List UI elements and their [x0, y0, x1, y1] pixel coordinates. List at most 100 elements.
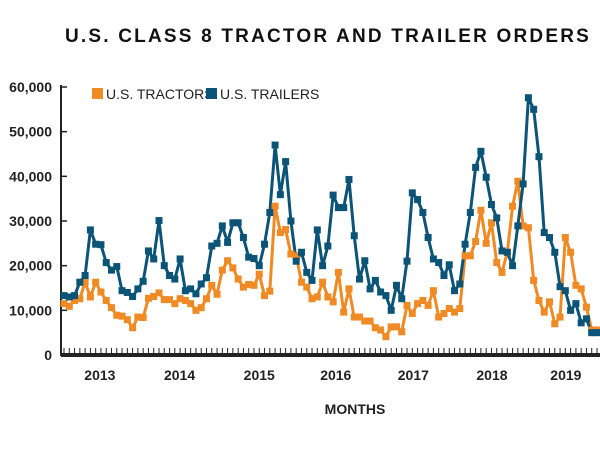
data-point-trailers — [440, 271, 448, 279]
data-point-trailers — [71, 292, 79, 300]
data-point-tractors — [266, 287, 274, 295]
data-point-trailers — [324, 242, 332, 250]
data-point-tractors — [546, 298, 554, 306]
data-point-tractors — [329, 298, 337, 306]
data-point-tractors — [60, 300, 68, 308]
data-point-tractors — [366, 317, 374, 325]
data-point-trailers — [387, 306, 395, 314]
data-point-tractors — [535, 297, 543, 305]
data-point-trailers — [234, 219, 242, 227]
data-point-tractors — [398, 328, 406, 336]
data-point-tractors — [466, 252, 474, 260]
y-tick-label: 40,000 — [9, 168, 52, 184]
data-point-trailers — [456, 280, 464, 288]
data-point-tractors — [572, 281, 580, 289]
data-point-tractors — [160, 296, 168, 304]
data-point-tractors — [582, 303, 590, 311]
data-point-tractors — [356, 313, 364, 321]
data-point-tractors — [451, 308, 459, 316]
data-point-trailers — [250, 255, 258, 263]
data-point-trailers — [202, 274, 210, 282]
data-point-trailers — [350, 232, 358, 240]
data-point-trailers — [139, 277, 147, 285]
data-point-trailers — [487, 200, 495, 208]
y-tick-label: 30,000 — [9, 213, 52, 229]
data-point-trailers — [192, 290, 200, 298]
data-point-trailers — [113, 263, 121, 271]
legend-label-tractors: U.S. TRACTORS — [106, 86, 214, 102]
data-point-trailers — [419, 209, 427, 217]
data-point-tractors — [524, 224, 532, 232]
data-point-tractors — [392, 323, 400, 331]
data-point-trailers — [76, 278, 84, 286]
data-point-tractors — [224, 257, 232, 265]
x-year-label: 2016 — [320, 367, 351, 383]
data-point-tractors — [561, 234, 569, 242]
data-point-tractors — [76, 295, 84, 303]
data-point-trailers — [482, 173, 490, 181]
data-point-trailers — [540, 229, 548, 237]
data-point-tractors — [297, 278, 305, 286]
data-point-trailers — [429, 255, 437, 263]
data-point-tractors — [86, 293, 94, 301]
x-year-label: 2013 — [84, 367, 115, 383]
data-point-tractors — [435, 313, 443, 321]
data-point-trailers — [524, 94, 532, 102]
data-point-trailers — [466, 209, 474, 217]
data-point-trailers — [424, 234, 432, 242]
data-point-trailers — [361, 257, 369, 265]
data-point-trailers — [171, 275, 179, 283]
data-point-tractors — [134, 313, 142, 321]
data-point-tractors — [287, 250, 295, 258]
data-point-trailers — [144, 247, 152, 255]
data-point-trailers — [129, 292, 137, 300]
data-point-tractors — [65, 302, 73, 310]
data-point-tractors — [213, 290, 221, 298]
data-point-tractors — [472, 238, 480, 246]
data-point-tractors — [97, 288, 105, 296]
data-point-tractors — [514, 177, 522, 185]
data-point-trailers — [271, 141, 279, 149]
data-point-tractors — [487, 219, 495, 227]
data-point-trailers — [282, 158, 290, 166]
data-point-trailers — [224, 238, 232, 246]
data-point-trailers — [213, 239, 221, 247]
x-year-label: 2018 — [476, 367, 507, 383]
data-point-trailers — [509, 262, 517, 270]
data-point-trailers — [371, 276, 379, 284]
data-point-trailers — [107, 266, 115, 274]
data-point-trailers — [313, 226, 321, 234]
y-tick-label: 60,000 — [9, 79, 52, 95]
data-point-tractors — [493, 259, 501, 267]
data-point-tractors — [440, 309, 448, 317]
data-point-tractors — [377, 326, 385, 334]
data-point-tractors — [429, 287, 437, 295]
data-point-tractors — [282, 225, 290, 233]
data-point-tractors — [187, 300, 195, 308]
data-point-trailers — [461, 240, 469, 248]
data-point-tractors — [239, 283, 247, 291]
data-point-trailers — [134, 285, 142, 293]
legend-swatch-trailers — [206, 88, 217, 99]
data-point-tractors — [118, 312, 126, 320]
data-point-trailers — [572, 300, 580, 308]
data-point-trailers — [308, 276, 316, 284]
data-point-tractors — [303, 283, 311, 291]
x-axis-label: MONTHS — [325, 401, 386, 417]
data-point-tractors — [371, 324, 379, 332]
data-point-trailers — [297, 248, 305, 256]
data-point-tractors — [202, 295, 210, 303]
data-point-trailers — [503, 248, 511, 256]
data-point-trailers — [561, 287, 569, 295]
data-point-tractors — [382, 333, 390, 341]
data-point-trailers — [588, 329, 596, 337]
data-point-trailers — [166, 271, 174, 279]
data-point-trailers — [445, 261, 453, 269]
data-point-tractors — [276, 229, 284, 237]
data-point-trailers — [255, 262, 263, 270]
x-year-label: 2019 — [550, 367, 581, 383]
data-point-tractors — [424, 301, 432, 309]
data-point-trailers — [514, 222, 522, 230]
data-point-trailers — [345, 175, 353, 183]
data-point-tractors — [218, 266, 226, 274]
